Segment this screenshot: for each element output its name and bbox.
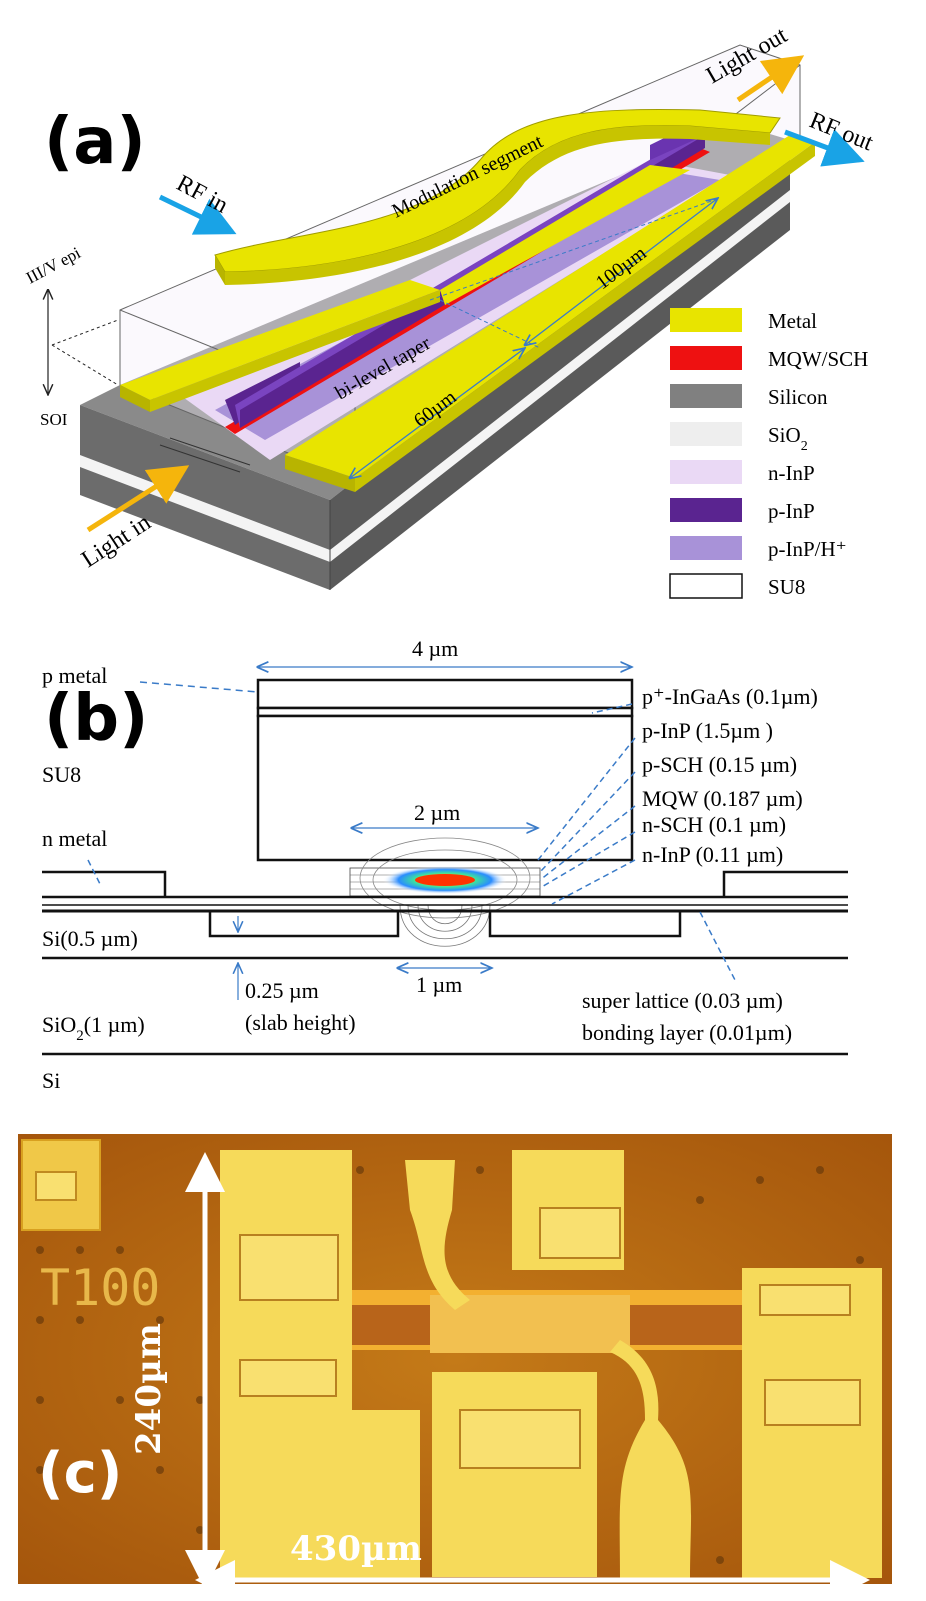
panel-b-label: (b) (44, 682, 148, 756)
dim-1um-label: 1 µm (416, 972, 462, 997)
legend-swatch (670, 422, 742, 446)
layer-label: n-InP (0.11 µm) (642, 842, 783, 867)
legend-swatch (670, 536, 742, 560)
legend-swatch (670, 346, 742, 370)
legend-label: n-InP (768, 461, 815, 485)
panel-c-label: (c) (38, 1441, 122, 1506)
dim-430-label: 430µm (290, 1529, 422, 1569)
rf-electrode (214, 109, 781, 273)
p-metal-label: p metal (42, 663, 107, 688)
light-in-label: Light in (77, 509, 155, 573)
oxide-stripe-front (80, 455, 330, 562)
layer-label: n-SCH (0.1 µm) (642, 812, 786, 837)
p-metal-rect (256, 678, 634, 710)
dim-4um-label: 4 µm (412, 636, 458, 661)
legend-label: SU8 (768, 575, 805, 599)
layer-label: p-InP (1.5µm ) (642, 718, 773, 743)
light-in-arrow (86, 465, 190, 533)
legend: Metal MQW/SCH Silicon SiO2 n-InP p-InP p-InP/H… (669, 308, 868, 599)
rf-out-label: RF out (806, 107, 877, 156)
layer-label: p-SCH (0.15 µm) (642, 752, 797, 777)
soi-label: SOI (40, 410, 68, 429)
legend-label: p-InP (768, 499, 815, 523)
sio2-label: SiO2(1 µm) (42, 1012, 145, 1044)
dim-100um-line (525, 198, 718, 345)
panel-b: (b) 4 µm 2 µm (42, 636, 848, 1093)
legend-label: p-InP/H⁺ (768, 537, 847, 561)
legend-label: SiO2 (768, 423, 808, 454)
panel-c: T100 (c) 240µm 430µm (18, 1134, 892, 1600)
panel-a-label: (a) (44, 105, 146, 179)
metal-right-front (285, 455, 355, 492)
legend-swatch (670, 498, 742, 522)
legend-swatch (670, 384, 742, 408)
n-metal-left (42, 870, 167, 897)
su8-label: SU8 (42, 762, 81, 787)
rf-in-arrow (158, 194, 237, 235)
dim-2um-label: 2 µm (414, 800, 460, 825)
bonding-layer-label: bonding layer (0.01µm) (582, 1020, 792, 1045)
n-metal-label: n metal (42, 826, 107, 851)
modulator-body (430, 1295, 630, 1353)
dim-240-label: 240µm (129, 1323, 169, 1455)
si-label: Si (42, 1068, 60, 1093)
light-out-arrow (736, 55, 805, 103)
lead-top (405, 1160, 470, 1310)
legend-label: Metal (768, 309, 817, 333)
legend-swatch (670, 308, 742, 332)
legend-swatch (669, 573, 743, 599)
rf-electrode-side (225, 125, 770, 285)
lead-bottom (610, 1340, 692, 1580)
super-lattice-label: super lattice (0.03 µm) (582, 988, 783, 1013)
si-trench-left (208, 911, 400, 938)
iiiv-epi-label: III/V epi (23, 243, 84, 287)
pad-bl (220, 1410, 420, 1578)
layer-labels: p⁺-InGaAs (0.1µm) p-InP (1.5µm ) p-SCH (0.… (642, 684, 818, 867)
n-metal-right (722, 870, 848, 897)
slab-height-label: (slab height) (245, 1010, 356, 1035)
chip-mark: T100 (40, 1259, 160, 1317)
layer-leaders (537, 703, 736, 981)
metal-left-side (150, 290, 440, 412)
si-05-label: Si(0.5 µm) (42, 926, 138, 951)
optical-mode (359, 837, 531, 947)
panel-a: (a) (23, 22, 877, 599)
si-trench-right (488, 911, 682, 938)
legend-label: MQW/SCH (768, 347, 868, 371)
rf-in-label: RF in (172, 170, 232, 218)
legend-swatch (670, 460, 742, 484)
metal-left-top (120, 280, 440, 400)
pinp-ridge (256, 714, 634, 862)
pad-bottom (432, 1372, 597, 1577)
legend-label: Silicon (768, 385, 828, 409)
layer-label: MQW (0.187 µm) (642, 786, 803, 811)
dim-60um-line (350, 348, 525, 478)
rf-out-arrow (784, 129, 865, 167)
metal-left-edge (120, 385, 150, 412)
slab-height-value: 0.25 µm (245, 978, 319, 1003)
layer-label: p⁺-InGaAs (0.1µm) (642, 684, 818, 709)
substrate-front (80, 405, 330, 590)
